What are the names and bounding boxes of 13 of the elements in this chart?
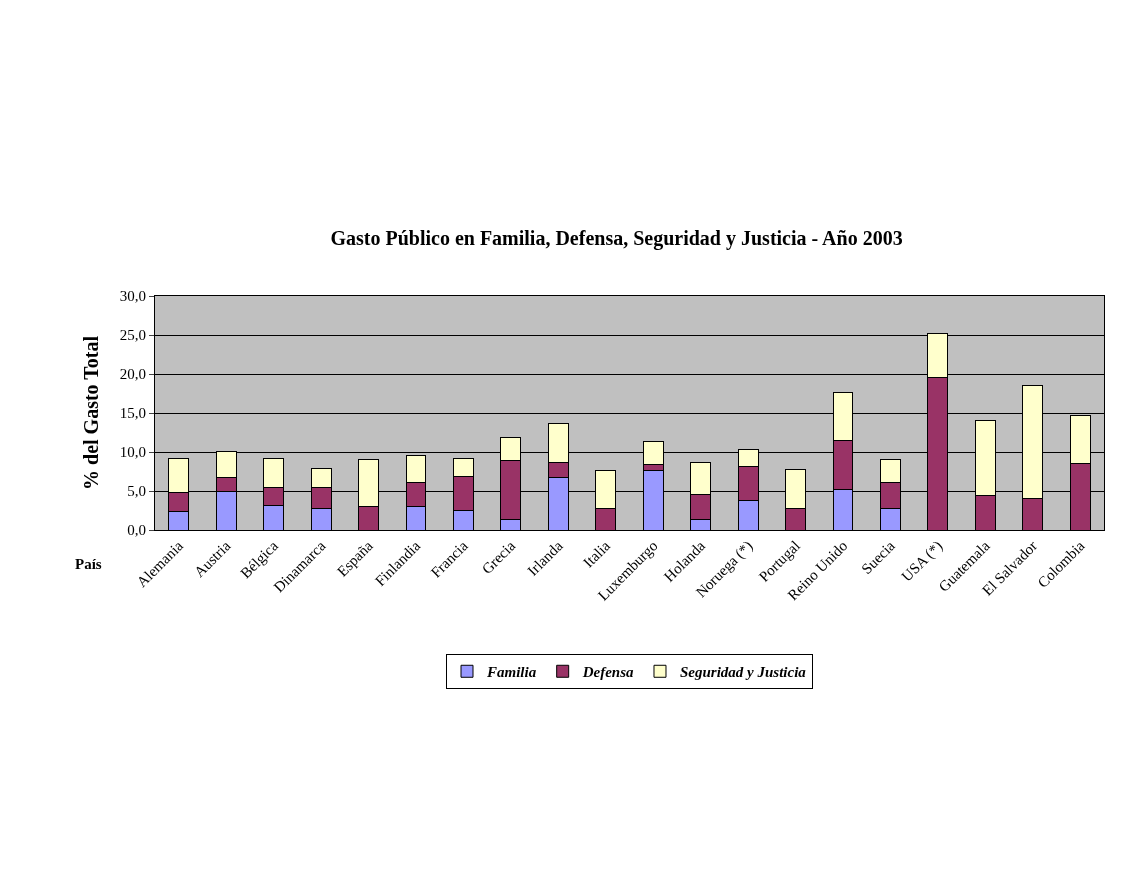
chart-title: Gasto Público en Familia, Defensa, Seguridad y Justicia - Año 2003	[330, 227, 903, 250]
y-tick-label: 0,0	[127, 522, 146, 539]
y-tick-label: 15,0	[119, 405, 146, 422]
y-axis-title: % del Gasto Total	[80, 335, 103, 490]
y-tick-label: 5,0	[127, 483, 146, 500]
y-tick-label: 30,0	[119, 288, 146, 305]
y-tick-label: 25,0	[119, 327, 146, 344]
legend-label: Seguridad y Justicia	[680, 664, 807, 681]
y-tick-label: 20,0	[119, 366, 146, 383]
x-axis-title: País	[75, 556, 102, 572]
legend-label: Defensa	[581, 664, 634, 681]
legend-label: Familia	[486, 664, 537, 681]
y-tick-label: 10,0	[119, 444, 146, 461]
